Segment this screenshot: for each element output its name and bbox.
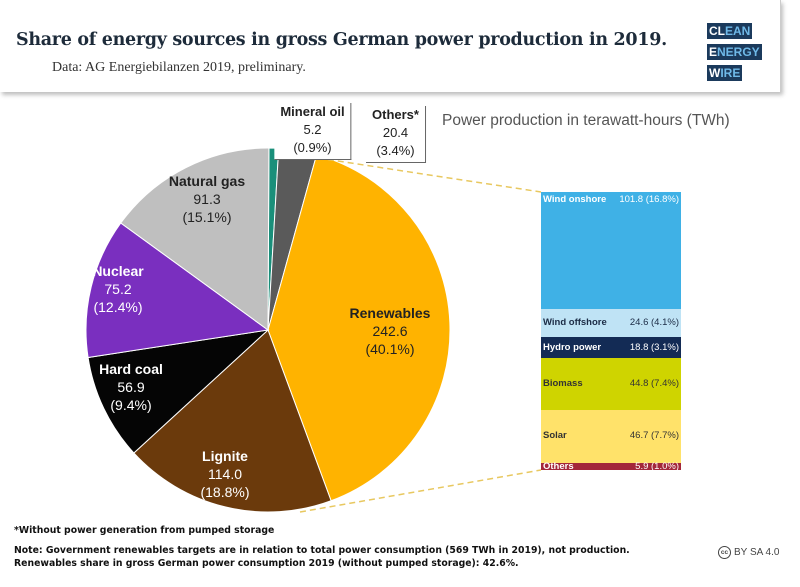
slice-pct: (3.4%) (376, 143, 415, 158)
chart-title: Share of energy sources in gross German … (16, 30, 667, 50)
note-line-1: Note: Government renewables targets are … (14, 545, 630, 556)
clean-energy-wire-logo: CLEANENERGYWIRE (707, 23, 762, 81)
slice-pct: (15.1%) (182, 209, 232, 225)
pie-slice-lignite (133, 329, 332, 513)
slice-pct: (40.1%) (365, 341, 415, 357)
slice-pct: (12.4%) (93, 299, 143, 315)
segment-name: Solar (543, 430, 567, 442)
segment-value: 101.8 (16.8%) (619, 194, 679, 205)
label-mineral-oil: Mineral oil 5.2 (0.9%) (274, 103, 352, 160)
segment-name: Others (543, 461, 574, 473)
segment-value: 46.7 (7.7%) (629, 430, 679, 442)
bar-segment-wind-onshore: Wind onshore 101.8 (16.8%) (541, 192, 681, 309)
slice-pct: (0.9%) (293, 140, 332, 155)
segment-value: 24.6 (4.1%) (629, 316, 679, 328)
bar-segment-others: Others 5.9 (1.0%) (541, 461, 681, 473)
slice-value: 114.0 (208, 466, 242, 482)
pie-slice-renewables (267, 154, 451, 502)
cc-icon: cc (718, 546, 731, 559)
slice-value: 91.3 (193, 191, 221, 207)
slice-name: Renewables (349, 305, 431, 321)
slice-pct: (18.8%) (200, 484, 250, 500)
header: Share of energy sources in gross German … (0, 0, 781, 92)
slice-value: 75.2 (104, 281, 132, 297)
footnote: *Without power generation from pumped st… (14, 525, 275, 536)
slice-name: Lignite (202, 448, 248, 464)
chart-subtitle: Data: AG Energiebilanzen 2019, prelimina… (52, 60, 306, 75)
slice-value: 242.6 (372, 323, 408, 339)
segment-name: Biomass (543, 378, 583, 390)
unit-label: Power production in terawatt-hours (TWh) (442, 112, 730, 129)
label-natural-gas: Natural gas 91.3 (15.1%) (169, 172, 245, 226)
pie-slice-hard-coal (87, 329, 270, 454)
label-hard-coal: Hard coal 56.9 (9.4%) (99, 360, 163, 414)
segment-name: Wind offshore (543, 316, 607, 328)
segment-value: 5.9 (1.0%) (635, 461, 679, 473)
slice-value: 56.9 (117, 379, 145, 395)
bar-segment-biomass: Biomass 44.8 (7.4%) (541, 358, 681, 410)
slice-value: 20.4 (382, 125, 409, 140)
label-lignite: Lignite 114.0 (18.8%) (200, 447, 249, 501)
segment-name: Hydro power (543, 341, 602, 353)
bar-segment-wind-offshore: Wind offshore 24.6 (4.1%) (541, 308, 681, 337)
slice-name: Natural gas (168, 173, 246, 189)
license: cc BY SA 4.0 (718, 546, 779, 559)
renewables-breakdown-bar: Wind onshore 101.8 (16.8%) Wind offshore 24… (541, 192, 681, 473)
slice-name: Nuclear (92, 263, 144, 279)
segment-name: Wind onshore (543, 194, 607, 205)
bar-segment-hydro-power: Hydro power 18.8 (3.1%) (541, 336, 681, 359)
slice-name: Others* (372, 107, 419, 122)
note-line-2: Renewables share in gross German power c… (14, 558, 519, 569)
bar-segment-solar: Solar 46.7 (7.7%) (541, 409, 681, 464)
pie-slice-natural-gas (120, 147, 270, 331)
slice-pct: (9.4%) (110, 397, 152, 413)
pie-slice-nuclear (85, 222, 270, 359)
slice-value: 5.2 (303, 122, 322, 137)
label-nuclear: Nuclear 75.2 (12.4%) (92, 262, 143, 316)
segment-value: 44.8 (7.4%) (629, 378, 679, 390)
connector-line (317, 157, 542, 193)
label-renewables: Renewables 242.6 (40.1%) (350, 304, 431, 358)
label-others: Others* 20.4 (3.4%) (366, 106, 426, 163)
license-text: BY SA 4.0 (734, 547, 780, 559)
segment-value: 18.8 (3.1%) (629, 341, 679, 353)
connector-line (299, 469, 542, 513)
slice-name: Mineral oil (280, 104, 345, 119)
slice-name: Hard coal (99, 361, 163, 377)
